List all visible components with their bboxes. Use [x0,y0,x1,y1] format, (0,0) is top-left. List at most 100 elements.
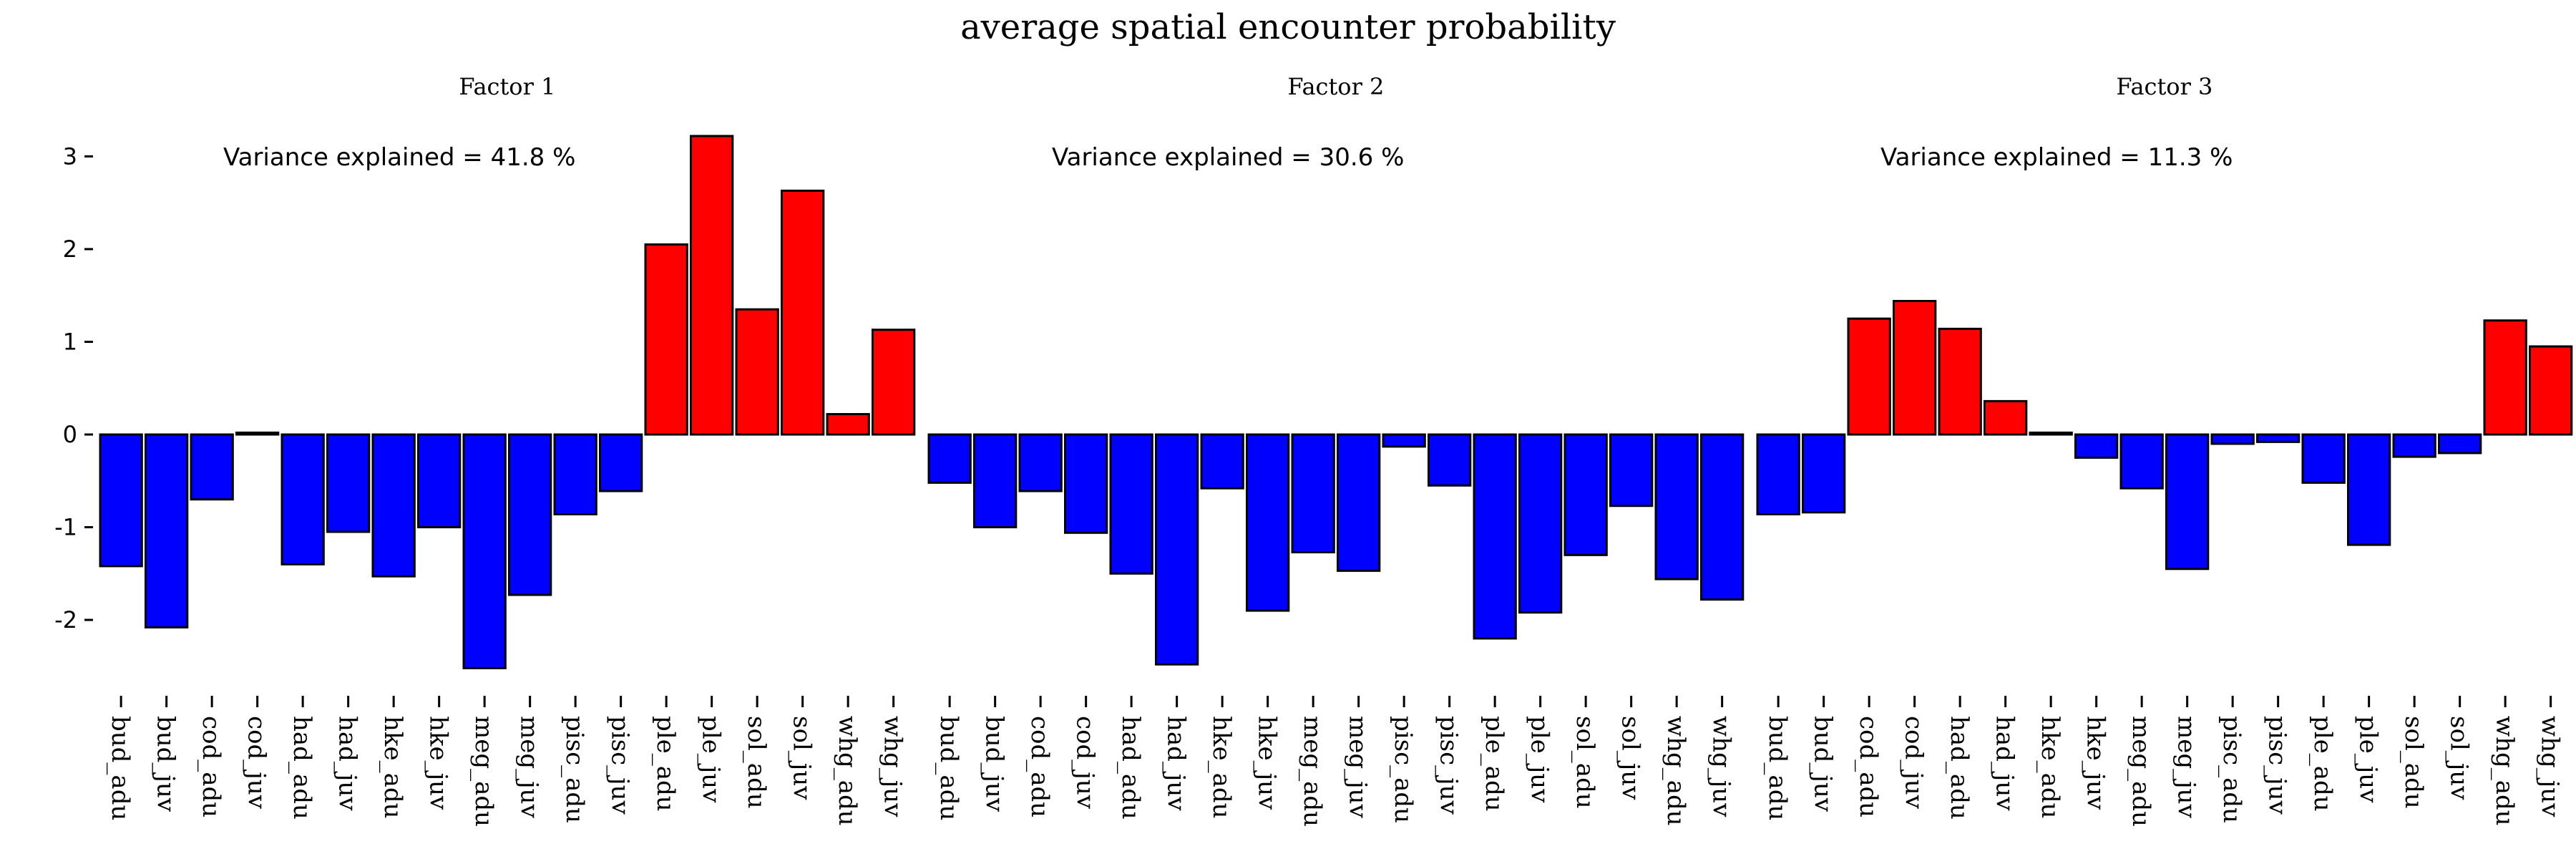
bar-ple_adu [1473,433,1517,640]
bar-had_juv [1155,433,1199,666]
panel-3: Factor 3 Variance explained = 11.3 % bud_a… [1756,73,2573,827]
chart-title: average spatial encounter probability [960,7,1616,47]
x-tick-label: had_adu [1116,716,1145,820]
x-tick-label: ple_juv [2354,716,2383,803]
bar-had_juv [1984,399,2028,436]
x-tick-label: cod_juv [243,716,271,810]
x-tick-label: bud_juv [1809,716,1838,812]
bar-ple_juv [2347,433,2391,546]
bar-pisc_juv [599,433,643,492]
x-tick-label: sol_juv [2445,716,2474,800]
bar-bud_adu [927,433,972,484]
bar-sol_adu [2392,433,2436,458]
bar-hke_juv [1246,433,1290,612]
bar-meg_adu [2119,433,2164,490]
bar-hke_juv [417,433,462,528]
bar-meg_juv [508,433,552,596]
bar-sol_juv [781,189,825,436]
panels: Factor 1 Variance explained = 41.8 % bud_a… [99,73,2573,827]
bar-hke_adu [1200,433,1244,490]
x-tick-label: bud_adu [106,716,135,820]
x-tick-label: hke_adu [2036,716,2064,819]
bar-whg_adu [2483,319,2527,436]
x-tick-label: pisc_adu [2218,716,2246,823]
x-tick-label: hke_adu [1207,716,1236,819]
x-tick-label: bud_adu [1763,716,1792,820]
x-tick-label: pisc_juv [606,716,635,815]
bar-had_adu [1938,327,1982,436]
bar-pisc_adu [2210,433,2255,445]
bar-cod_adu [1847,317,1891,436]
bar-hke_juv [2074,433,2119,459]
y-tick-label: 1 [63,329,77,356]
bar-had_adu [1109,433,1153,575]
bar-cod_adu [1018,433,1063,492]
y-tick-label: 2 [63,236,77,263]
x-tick-label: had_adu [288,716,316,820]
bar-cod_adu [190,433,234,501]
bar-had_adu [280,433,325,566]
x-tick-label: hke_juv [1253,716,1282,810]
bar-ple_adu [644,243,688,436]
x-tick-label: ple_juv [1526,716,1554,803]
y-tick-label: 0 [63,421,77,448]
panel-title: Factor 1 [459,73,555,100]
x-tick-label: sol_juv [1616,716,1645,800]
x-tick-label: whg_adu [833,716,862,826]
x-tick-label: ple_adu [1480,716,1508,812]
x-tick-label: cod_adu [1854,716,1883,817]
y-tick-label: -2 [54,606,77,634]
x-tick-label: pisc_adu [560,716,589,823]
bar-bud_adu [99,433,143,568]
x-tick-label: whg_juv [879,716,907,817]
x-tick-label: ple_juv [697,716,726,803]
bar-whg_adu [1654,433,1699,581]
x-tick-label: sol_adu [1571,716,1599,809]
bar-bud_juv [973,433,1018,528]
bar-meg_adu [1291,433,1335,553]
x-tick-label: bud_adu [935,716,963,820]
variance-annotation: Variance explained = 30.6 % [1052,143,1404,172]
x-tick-label: meg_juv [2172,716,2201,819]
bar-meg_adu [462,433,507,669]
x-tick-label: whg_adu [1662,716,1690,826]
panel-title: Factor 3 [2116,73,2212,100]
bar-ple_adu [2301,433,2346,484]
bar-ple_juv [690,135,734,436]
bar-hke_adu [371,433,416,578]
x-tick-label: had_juv [333,716,362,811]
bar-sol_adu [1563,433,1608,556]
x-tick-label: ple_adu [651,716,680,812]
y-axis: -2 -1 0 1 2 3 [54,143,93,634]
bar-bud_juv [145,433,189,629]
x-tick-label: sol_juv [788,716,816,800]
x-tick-label: whg_juv [2536,716,2565,817]
bar-bud_juv [1802,433,1846,514]
x-tick-label: had_adu [1945,716,1974,820]
x-tick-label: bud_juv [152,716,180,812]
bar-whg_juv [2529,345,2573,436]
bar-ple_juv [1518,433,1563,614]
bar-whg_adu [826,413,870,436]
x-tick-label: sol_adu [742,716,771,809]
bar-meg_juv [2165,433,2210,571]
bar-sol_juv [1609,433,1654,508]
bar-whg_juv [1700,433,1745,601]
bar-pisc_adu [1382,433,1426,448]
bar-pisc_adu [553,433,597,515]
x-tick-label: meg_juv [1344,716,1372,819]
panel-2: Factor 2 Variance explained = 30.6 % bud_a… [927,73,1745,827]
x-tick-label: cod_adu [197,716,225,817]
bar-hke_adu [2029,431,2073,436]
variance-annotation: Variance explained = 11.3 % [1880,143,2233,172]
y-tick-label: 3 [63,143,77,170]
bar-cod_juv [1064,433,1108,534]
bar-whg_juv [872,329,916,436]
x-tick-label: pisc_adu [1389,716,1418,823]
x-tick-label: hke_adu [379,716,407,819]
panel-1: Factor 1 Variance explained = 41.8 % bud_a… [99,73,916,827]
x-tick-label: whg_juv [1707,716,1736,817]
x-tick-label: cod_adu [1025,716,1054,817]
variance-annotation: Variance explained = 41.8 % [223,143,575,172]
